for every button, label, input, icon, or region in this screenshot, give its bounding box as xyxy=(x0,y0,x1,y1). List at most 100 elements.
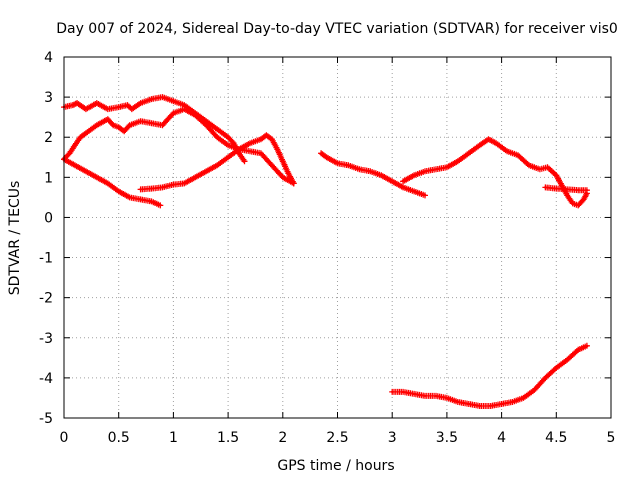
data-point xyxy=(391,390,394,394)
data-point xyxy=(126,103,129,107)
x-tick-label: 4.5 xyxy=(545,430,567,446)
data-point xyxy=(576,348,580,352)
data-point xyxy=(73,144,77,147)
data-point xyxy=(319,152,323,155)
data-point xyxy=(478,404,481,408)
data-point xyxy=(79,136,82,139)
x-tick-label: 3.5 xyxy=(436,430,458,446)
data-point xyxy=(205,119,208,123)
data-point xyxy=(456,400,460,404)
y-tick-label: -2 xyxy=(39,291,53,307)
series-arc-f xyxy=(400,136,590,209)
series-markers xyxy=(400,136,590,209)
data-point xyxy=(117,190,120,193)
x-tick-label: 2 xyxy=(278,430,287,446)
data-point xyxy=(232,142,235,145)
data-point xyxy=(117,125,120,129)
data-point xyxy=(270,164,274,167)
x-tick-label: 5 xyxy=(607,430,616,446)
data-point xyxy=(555,366,558,370)
data-point xyxy=(226,156,230,159)
data-point xyxy=(226,136,230,139)
y-tick-label: -5 xyxy=(39,411,53,427)
data-point xyxy=(150,187,153,190)
data-point xyxy=(412,392,416,396)
y-tick-label: 1 xyxy=(44,170,53,186)
data-point xyxy=(576,204,580,207)
data-point xyxy=(544,376,547,380)
data-point xyxy=(150,200,153,203)
data-point xyxy=(75,101,79,105)
series-arc-d xyxy=(137,132,297,193)
data-point xyxy=(270,138,274,141)
data-point xyxy=(237,148,241,151)
data-point xyxy=(555,187,558,190)
x-tick-label: 1 xyxy=(169,430,178,446)
data-point xyxy=(380,174,383,177)
y-axis-label: SDTVAR / TECUs xyxy=(7,181,23,296)
data-point xyxy=(412,190,416,193)
series-markers xyxy=(137,132,297,193)
data-point xyxy=(128,196,131,199)
data-point xyxy=(183,182,186,185)
series-arc-h xyxy=(389,342,590,409)
data-point xyxy=(500,402,503,406)
x-tick-label: 4 xyxy=(497,430,506,446)
data-point xyxy=(259,138,263,141)
data-point xyxy=(172,99,175,103)
data-point xyxy=(358,168,361,171)
data-point xyxy=(560,184,563,187)
data-point xyxy=(347,164,350,167)
data-point xyxy=(259,152,263,155)
data-point xyxy=(369,170,372,173)
data-point xyxy=(84,107,88,111)
series-arc-c xyxy=(61,156,164,209)
data-point xyxy=(555,174,558,177)
data-point xyxy=(445,166,449,169)
data-point xyxy=(391,180,394,183)
series-markers xyxy=(61,156,164,209)
data-point xyxy=(84,132,88,135)
data-point xyxy=(150,121,153,125)
y-tick-label: 0 xyxy=(44,210,53,226)
data-point xyxy=(533,388,536,392)
data-point xyxy=(434,168,438,171)
data-point xyxy=(576,188,580,192)
data-point xyxy=(566,358,569,362)
x-tick-label: 3 xyxy=(388,430,397,446)
y-tick-label: 3 xyxy=(44,90,53,106)
data-point xyxy=(95,101,99,105)
data-point xyxy=(194,113,197,117)
data-point xyxy=(434,394,438,398)
data-point xyxy=(325,156,328,159)
data-point xyxy=(467,152,470,155)
y-tick-label: -3 xyxy=(39,331,53,347)
data-point xyxy=(215,128,219,131)
data-point xyxy=(139,188,142,191)
y-tick-label: 4 xyxy=(44,50,53,66)
data-point xyxy=(401,180,405,183)
series-markers xyxy=(389,342,590,409)
data-point xyxy=(292,182,295,185)
data-point xyxy=(183,103,186,107)
data-point xyxy=(243,160,246,163)
data-point xyxy=(527,164,531,167)
chart-title: Day 007 of 2024, Sidereal Day-to-day VTE… xyxy=(56,21,618,37)
data-point xyxy=(423,170,427,173)
data-point xyxy=(215,164,219,167)
data-point xyxy=(237,152,241,155)
data-point xyxy=(546,166,549,169)
data-point xyxy=(494,142,498,145)
data-point xyxy=(117,105,120,109)
data-point xyxy=(128,123,131,127)
data-point xyxy=(511,400,514,404)
data-point xyxy=(106,117,109,121)
data-point xyxy=(161,95,164,99)
data-point xyxy=(194,176,197,179)
y-tick-label: -1 xyxy=(39,251,53,267)
data-point xyxy=(336,162,339,165)
x-axis-label: GPS time / hours xyxy=(277,458,394,474)
data-point xyxy=(423,394,427,398)
data-point xyxy=(516,154,520,157)
